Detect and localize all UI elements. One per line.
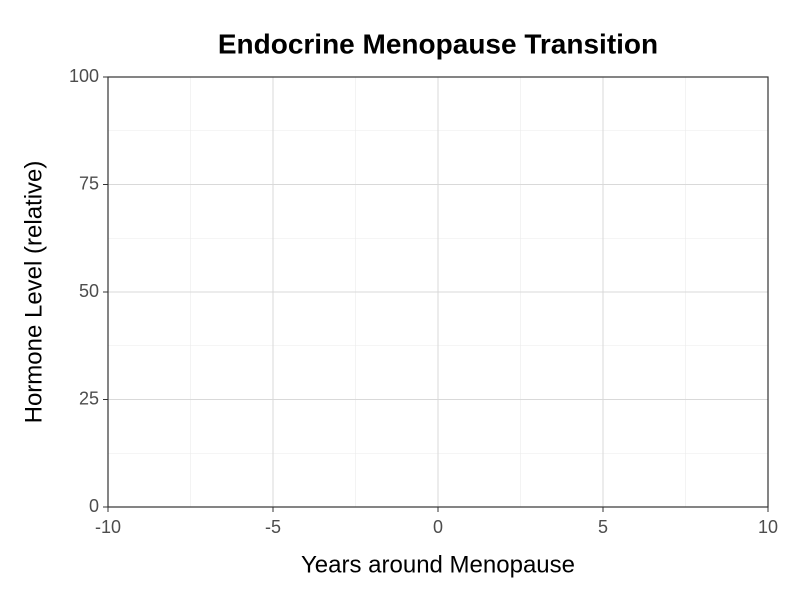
x-axis-label: Years around Menopause (301, 551, 575, 578)
x-tick-label: 0 (433, 517, 443, 537)
y-tick-label: 50 (79, 281, 99, 301)
y-tick-label: 75 (79, 173, 99, 193)
x-tick-label: 10 (758, 517, 778, 537)
x-tick-label: -10 (95, 517, 121, 537)
x-tick-label: -5 (265, 517, 281, 537)
y-tick-label: 25 (79, 388, 99, 408)
chart-title: Endocrine Menopause Transition (218, 28, 658, 59)
x-tick-label: 5 (598, 517, 608, 537)
panel-border (107, 76, 769, 508)
y-axis-label: Hormone Level (relative) (20, 161, 47, 424)
y-tick-label: 0 (89, 496, 99, 516)
y-tick-label: 100 (69, 66, 99, 86)
